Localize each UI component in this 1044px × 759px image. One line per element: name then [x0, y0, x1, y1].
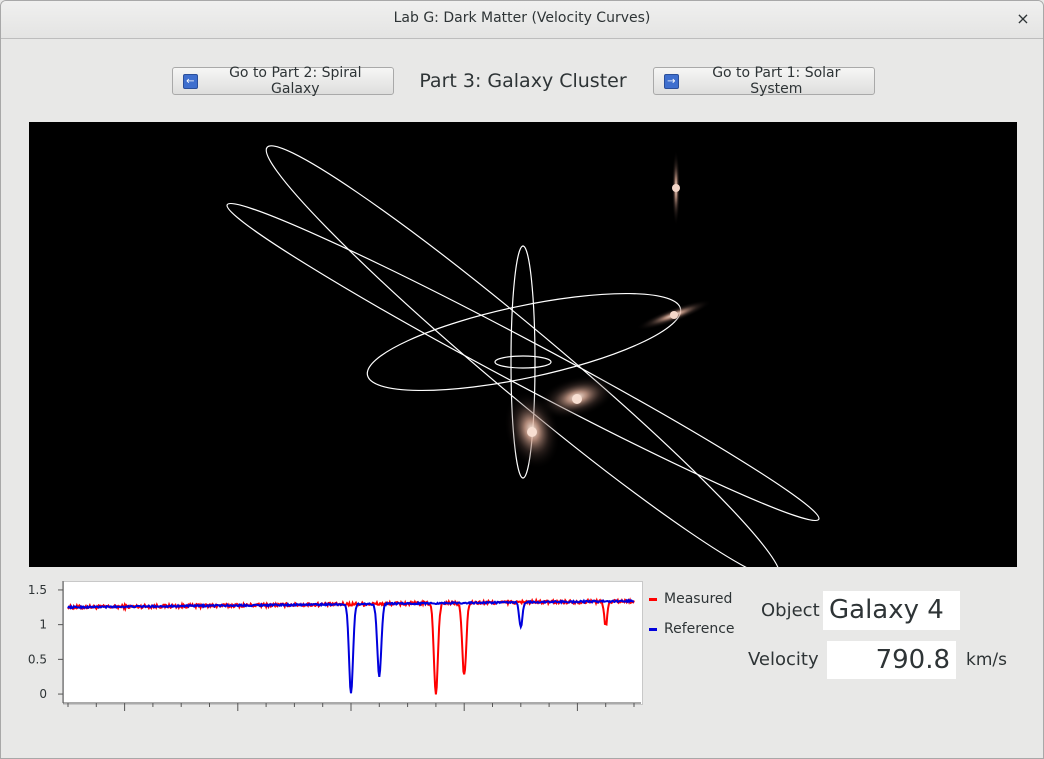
- object-label: Object: [761, 600, 820, 621]
- arrow-left-icon: ←: [183, 73, 198, 89]
- orbit-3: [366, 292, 682, 392]
- spectrum-legend: Measured Reference: [649, 584, 735, 644]
- galaxy-2[interactable]: [634, 295, 714, 336]
- galaxy-1[interactable]: [672, 150, 680, 226]
- cluster-scene: [226, 145, 820, 579]
- legend-swatch-reference: [649, 627, 657, 631]
- legend-label-reference: Reference: [664, 621, 735, 637]
- window-title: Lab G: Dark Matter (Velocity Curves): [393, 10, 651, 26]
- y-tick-label: 0: [39, 687, 47, 701]
- orbit-5: [494, 355, 552, 369]
- galaxy-cluster-view[interactable]: [29, 122, 1017, 579]
- go-to-part2-label: Go to Part 2: Spiral Galaxy: [229, 65, 362, 97]
- legend-item-measured: Measured: [649, 584, 735, 614]
- y-tick-label: 1: [39, 618, 47, 632]
- arrow-right-icon: →: [664, 73, 679, 89]
- series-line-reference: [67, 598, 635, 694]
- galaxy-3[interactable]: [533, 367, 621, 426]
- go-to-part2-button[interactable]: ← Go to Part 2: Spiral Galaxy: [172, 65, 394, 97]
- legend-label-measured: Measured: [664, 591, 733, 607]
- go-to-part1-label: Go to Part 1: Solar System: [712, 65, 841, 97]
- y-tick-label: 1.5: [28, 583, 47, 597]
- legend-swatch-measured: [649, 597, 657, 601]
- go-to-part1-button[interactable]: → Go to Part 1: Solar System: [653, 65, 875, 97]
- velocity-label: Velocity: [748, 649, 819, 670]
- close-icon[interactable]: ×: [1016, 9, 1030, 28]
- y-tick-label: 0.5: [28, 652, 47, 666]
- galaxy-4[interactable]: [496, 384, 569, 475]
- title-bar: Lab G: Dark Matter (Velocity Curves) ×: [1, 1, 1043, 39]
- spectrum-plot: 00.511.5-4-2024: [28, 581, 641, 711]
- part-title: Part 3: Galaxy Cluster: [419, 70, 627, 92]
- velocity-value: 790.8: [827, 641, 956, 679]
- orbit-1: [265, 145, 781, 579]
- orbit-2: [226, 202, 820, 522]
- legend-item-reference: Reference: [649, 614, 735, 644]
- orbit-4: [510, 245, 536, 479]
- series-line-measured: [67, 597, 635, 695]
- object-value: Galaxy 4: [823, 591, 960, 630]
- velocity-unit: km/s: [966, 650, 1007, 670]
